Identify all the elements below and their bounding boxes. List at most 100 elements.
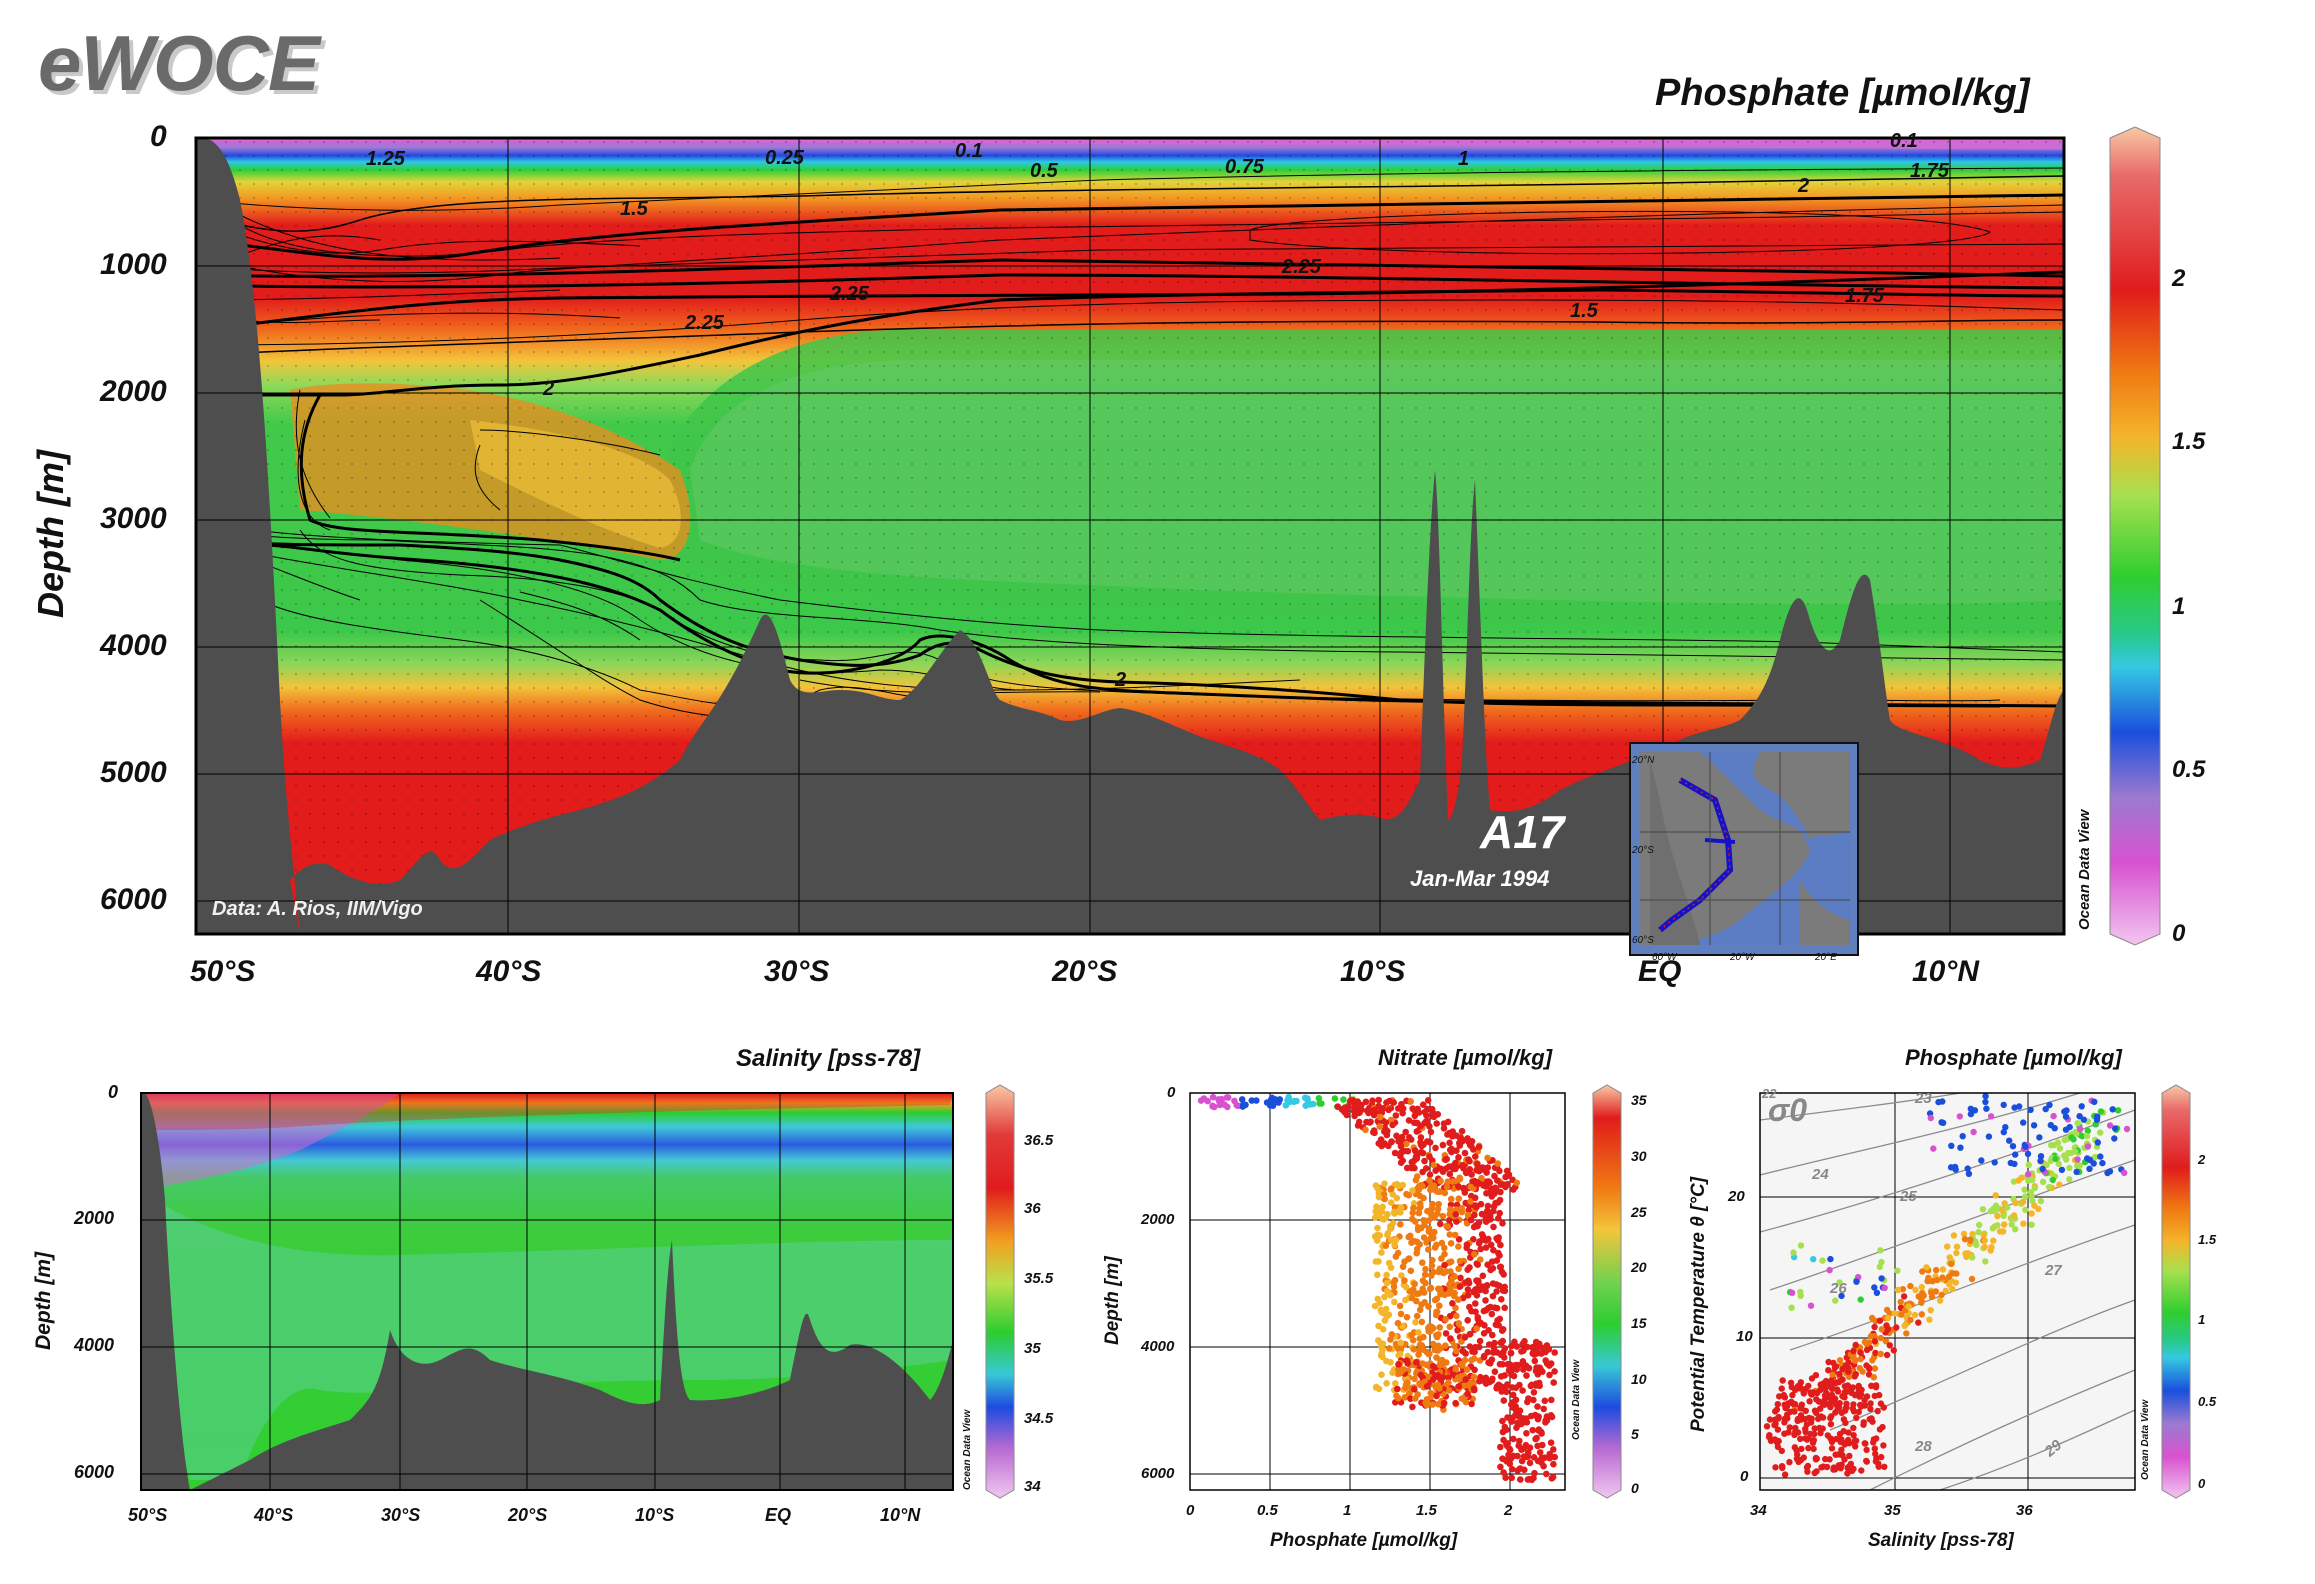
scatter-point [1409, 1403, 1416, 1411]
scatter-point [1362, 1098, 1370, 1106]
scatter-point [1216, 1101, 1224, 1109]
scatter-point [1918, 1283, 1926, 1291]
scatter-point [2022, 1143, 2029, 1150]
nitrate-plot-frame [1189, 1092, 1566, 1491]
salinity-cb-tick: 36 [1024, 1200, 1041, 1217]
scatter-point [1502, 1474, 1509, 1481]
scatter-point [2066, 1164, 2073, 1172]
scatter-point [1427, 1210, 1435, 1217]
scatter-point [1223, 1094, 1231, 1101]
scatter-point [1845, 1368, 1852, 1375]
scatter-point [1420, 1289, 1428, 1296]
scatter-point [1455, 1243, 1462, 1250]
scatter-point [1392, 1236, 1400, 1244]
scatter-point [1471, 1251, 1478, 1258]
scatter-point [2086, 1156, 2094, 1164]
scatter-point [1894, 1286, 1902, 1294]
scatter-point [1855, 1408, 1863, 1416]
scatter-point [1238, 1096, 1246, 1103]
scatter-point [1456, 1257, 1464, 1265]
scatter-point [1833, 1435, 1840, 1443]
ts-ytick: 20 [1728, 1188, 1745, 1205]
scatter-point [1375, 1102, 1382, 1110]
scatter-point [1499, 1428, 1507, 1436]
scatter-point [2008, 1221, 2015, 1228]
scatter-point [1453, 1347, 1460, 1355]
scatter-point [1475, 1239, 1483, 1247]
scatter-point [1387, 1185, 1395, 1192]
scatter-point [1969, 1254, 1976, 1261]
scatter-point [1504, 1440, 1512, 1447]
scatter-point [1523, 1372, 1530, 1379]
scatter-point [1948, 1260, 1955, 1268]
scatter-point [1384, 1231, 1391, 1239]
scatter-point [1880, 1442, 1887, 1449]
scatter-point [1482, 1244, 1490, 1251]
scatter-point [1465, 1279, 1473, 1287]
main-ytick: 3000 [100, 502, 167, 535]
scatter-point [1508, 1465, 1516, 1473]
scatter-point [1521, 1338, 1528, 1345]
scatter-point [1369, 1097, 1376, 1104]
scatter-point [1446, 1281, 1453, 1289]
scatter-point [1416, 1306, 1424, 1314]
scatter-point [1852, 1371, 1860, 1378]
scatter-point [1833, 1401, 1840, 1408]
scatter-point [1410, 1346, 1418, 1353]
contour-label: 1 [1458, 148, 1470, 170]
scatter-point [1849, 1405, 1857, 1412]
scatter-point [1351, 1112, 1358, 1120]
scatter-point [2083, 1132, 2091, 1140]
nitrate-cb-tick: 25 [1631, 1204, 1647, 1220]
scatter-point [1923, 1264, 1930, 1271]
inset-lon-tick: 60°W [1652, 952, 1677, 963]
salinity-chart-title: Salinity [pss-78] [736, 1045, 921, 1072]
scatter-point [1446, 1210, 1453, 1218]
scatter-point [1381, 1128, 1388, 1135]
scatter-point [1487, 1266, 1494, 1274]
scatter-point [1430, 1113, 1438, 1121]
scatter-point [1269, 1102, 1277, 1109]
scatter-point [1378, 1343, 1385, 1351]
contour-label: 2 [1115, 669, 1127, 691]
scatter-point [1412, 1176, 1420, 1184]
scatter-point [1383, 1287, 1391, 1295]
scatter-point [1527, 1412, 1535, 1420]
scatter-point [1480, 1354, 1488, 1361]
scatter-point [1918, 1311, 1926, 1318]
scatter-point [1452, 1159, 1459, 1167]
scatter-point [2028, 1210, 2035, 1217]
scatter-point [1942, 1287, 1949, 1295]
scatter-point [1816, 1424, 1823, 1432]
scatter-point [1534, 1442, 1541, 1450]
scatter-point [1345, 1103, 1352, 1111]
main-cb-tick: 2 [2172, 265, 2186, 292]
scatter-point [1446, 1129, 1453, 1137]
scatter-point [1417, 1203, 1424, 1211]
scatter-point [1403, 1164, 1411, 1172]
scatter-point [1422, 1279, 1429, 1287]
scatter-point [1915, 1293, 1922, 1300]
scatter-point [1420, 1234, 1428, 1241]
scatter-point [2037, 1197, 2045, 1205]
scatter-point [1422, 1265, 1429, 1273]
salinity-ytick: 2000 [74, 1208, 115, 1228]
scatter-point [1905, 1303, 1912, 1310]
scatter-point [1404, 1360, 1411, 1367]
scatter-point [1918, 1297, 1925, 1305]
scatter-point [1452, 1399, 1459, 1407]
scatter-point [2061, 1136, 2068, 1144]
scatter-point [1523, 1343, 1531, 1351]
scatter-point [1821, 1401, 1828, 1408]
main-cb-tick: 0.5 [2172, 756, 2206, 783]
scatter-point [1419, 1259, 1426, 1266]
main-xtick: 10°S [1340, 955, 1406, 988]
scatter-point [2039, 1165, 2046, 1173]
scatter-point [1417, 1371, 1425, 1379]
scatter-point [1886, 1342, 1894, 1349]
scatter-point [1532, 1435, 1539, 1443]
scatter-point [1899, 1286, 1907, 1293]
scatter-point [1837, 1465, 1844, 1472]
scatter-point [1543, 1413, 1551, 1420]
